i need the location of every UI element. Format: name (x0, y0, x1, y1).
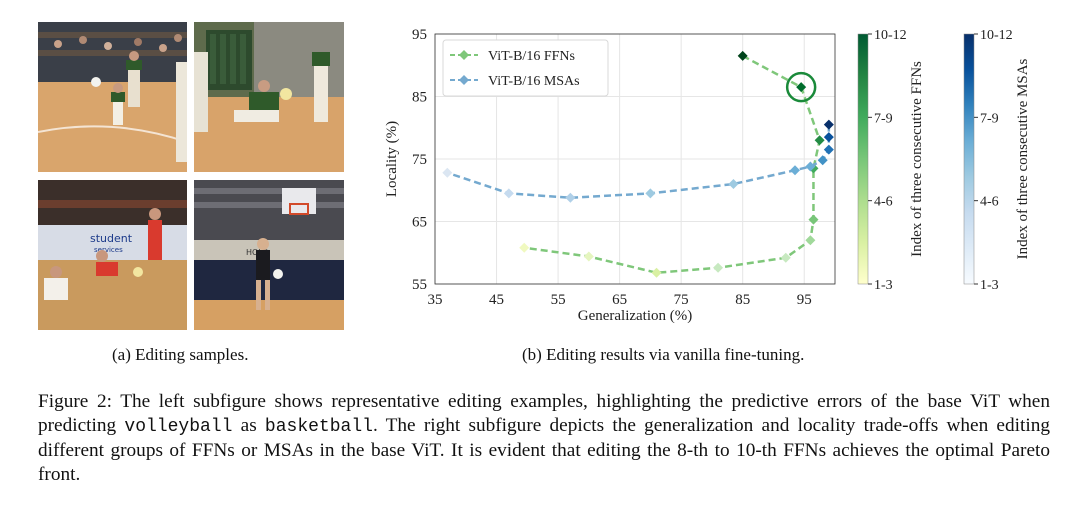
chart-series (442, 50, 834, 278)
colorbar-tick-label: 4-6 (874, 195, 893, 210)
sign-student-text: student (90, 232, 133, 245)
data-point-msa (728, 179, 739, 189)
x-tick-label: 45 (489, 292, 504, 308)
y-tick-label: 85 (412, 90, 427, 106)
editing-sample-photo-2 (194, 22, 344, 172)
x-tick-label: 65 (612, 292, 627, 308)
axis-ticks: 35 45 55 65 75 85 95 55 65 75 85 95 (412, 27, 812, 308)
y-tick-label: 95 (412, 27, 427, 43)
colorbar-ffns (857, 33, 869, 285)
colorbar-tick-label: 10-12 (874, 28, 907, 43)
y-tick-label: 65 (412, 215, 427, 231)
x-tick-label: 35 (428, 292, 443, 308)
x-tick-label: 55 (551, 292, 566, 308)
sign-services-text: services (94, 246, 123, 254)
colorbar-msas (963, 33, 975, 285)
x-axis-label: Generalization (%) (578, 308, 693, 324)
data-point-msa (823, 144, 834, 155)
editing-sample-photo-4: HOLE (194, 180, 344, 330)
data-point-ffn (583, 251, 594, 262)
data-point-msa (790, 165, 800, 176)
caption-text-3: . The right subfigure depicts the genera… (38, 415, 1050, 485)
subcaption-a: (a) Editing samples. (112, 345, 249, 364)
data-point-msa (823, 132, 834, 143)
data-point-msa (442, 167, 453, 178)
data-point-msa (503, 188, 514, 199)
x-tick-label: 95 (797, 292, 812, 308)
caption-code-basketball: basketball (264, 417, 373, 437)
subcaption-b: (b) Editing results via vanilla fine-tun… (522, 345, 805, 364)
x-tick-label: 75 (674, 292, 689, 308)
legend-marker-msas (459, 75, 469, 85)
x-tick-label: 85 (735, 292, 750, 308)
data-point-ffn (651, 267, 662, 278)
legend-label-msas: ViT-B/16 MSAs (488, 74, 580, 89)
colorbar-tick-label: 7-9 (874, 111, 893, 126)
colorbar-tick-label: 10-12 (980, 28, 1013, 43)
chart-legend: ViT-B/16 FFNs ViT-B/16 MSAs (442, 39, 609, 97)
editing-sample-photo-1 (38, 22, 187, 172)
data-point-ffn (814, 135, 825, 146)
caption-text-2: as (232, 415, 265, 436)
colorbar-label-msas: Index of three consecutive MSAs (1015, 58, 1031, 259)
colorbar-tick-label: 1-3 (980, 278, 999, 293)
colorbar-tick-label: 4-6 (980, 195, 999, 210)
figure-caption: Figure 2: The left subfigure shows repre… (38, 390, 1050, 487)
series-line-msas (446, 124, 831, 200)
y-tick-label: 55 (412, 277, 427, 293)
data-point-msa (805, 161, 816, 172)
plot-frame (434, 33, 836, 285)
editing-sample-photo-3: student services (38, 180, 187, 330)
data-point-ffn (737, 50, 748, 61)
optimal-highlight-circle (785, 71, 817, 103)
caption-text-1: Figure 2: The left subfigure shows repre… (38, 391, 1050, 436)
data-point-msa (645, 188, 656, 199)
data-point-msa (817, 155, 828, 166)
y-tick-label: 75 (412, 152, 427, 168)
legend-label-ffns: ViT-B/16 FFNs (488, 49, 575, 64)
y-axis-label: Locality (%) (384, 121, 400, 197)
editing-results-chart: 35 45 55 65 75 85 95 55 65 75 85 95 ViT-B/16 FFNs V… (384, 27, 1031, 324)
data-point-ffn (780, 252, 791, 263)
data-point-ffn (808, 214, 819, 225)
data-point-ffn (805, 235, 816, 246)
data-point-ffn (713, 262, 724, 273)
caption-code-volleyball: volleyball (124, 417, 233, 437)
data-point-msa (565, 192, 576, 203)
colorbar-tick-label: 1-3 (874, 278, 893, 293)
data-point-msa (823, 119, 834, 130)
colorbar-tick-label: 7-9 (980, 111, 999, 126)
data-point-ffn (796, 82, 807, 93)
colorbar-label-ffns: Index of three consecutive FFNs (909, 61, 925, 257)
legend-marker-ffns (459, 50, 469, 60)
data-point-ffn (519, 242, 530, 253)
